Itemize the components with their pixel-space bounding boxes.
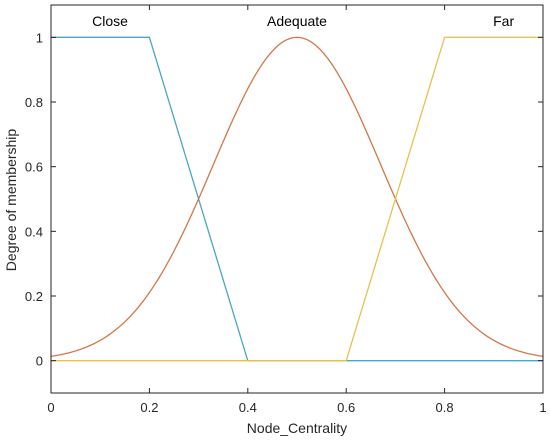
- x-tick-label: 0.8: [436, 400, 454, 415]
- mf-label-far: Far: [493, 13, 514, 29]
- x-axis-label: Node_Centrality: [247, 420, 347, 436]
- x-tick-label: 0.4: [239, 400, 257, 415]
- y-axis-label: Degree of membership: [3, 129, 19, 272]
- mf-label-close: Close: [92, 13, 128, 29]
- x-tick-label: 0.2: [140, 400, 158, 415]
- y-tick-label: 0.8: [25, 95, 43, 110]
- y-tick-label: 0: [36, 354, 43, 369]
- y-tick-label: 0.2: [25, 289, 43, 304]
- mf-label-adequate: Adequate: [267, 13, 327, 29]
- y-tick-label: 1: [36, 30, 43, 45]
- x-tick-label: 1: [539, 400, 546, 415]
- y-tick-label: 0.6: [25, 160, 43, 175]
- x-tick-label: 0.6: [337, 400, 355, 415]
- y-tick-label: 0.4: [25, 224, 43, 239]
- x-tick-label: 0: [47, 400, 54, 415]
